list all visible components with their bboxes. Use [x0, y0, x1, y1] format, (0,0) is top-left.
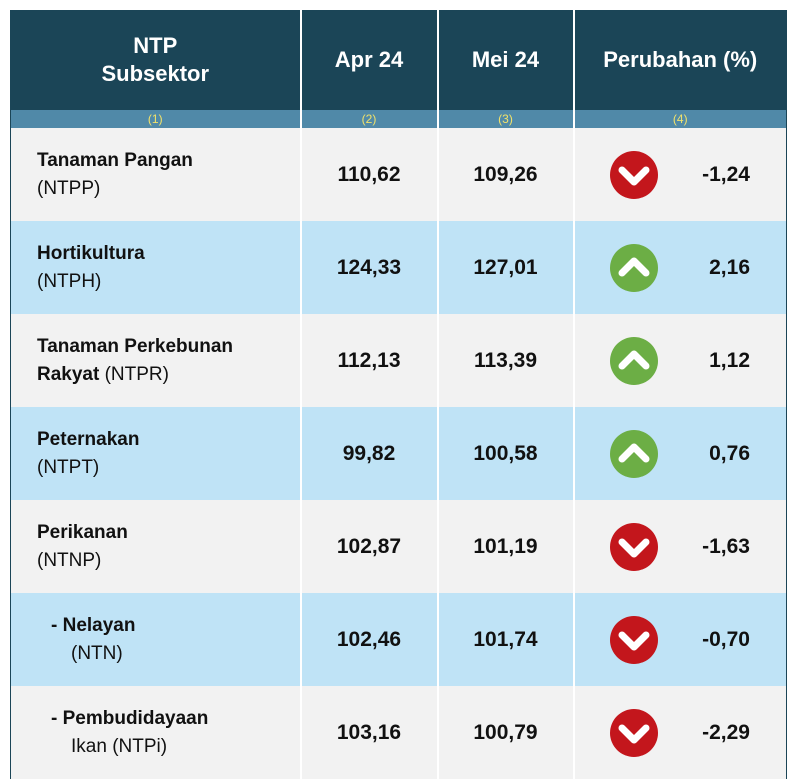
- subsector-name: - Pembudidayaan: [51, 707, 209, 729]
- label-cell: Hortikultura (NTPH): [10, 221, 301, 314]
- data-row: - Pembudidayaan Ikan (NTPi) 103,16 100,79 -2…: [10, 686, 787, 779]
- change-value: 0,76: [709, 442, 750, 465]
- header-row: NTP Subsektor Apr 24 Mei 24 Perubahan (%): [10, 10, 787, 110]
- mei-value: 101,74: [436, 593, 574, 686]
- subsector-name: Peternakan: [37, 428, 140, 450]
- mei-value: 109,26: [436, 128, 574, 221]
- change-value: -1,63: [702, 535, 750, 558]
- subsector-name: Tanaman Perkebunan: [37, 335, 234, 357]
- apr-value: 102,46: [299, 593, 438, 686]
- apr-value: 112,13: [299, 314, 438, 407]
- label-cell: Tanaman Pangan (NTPP): [10, 128, 301, 221]
- subsector-name: Hortikultura: [37, 242, 145, 264]
- up-icon: [609, 337, 658, 385]
- down-icon: [609, 616, 658, 664]
- up-icon: [609, 244, 658, 292]
- apr-value: 102,87: [299, 500, 438, 593]
- change-cell: -0,70: [572, 593, 787, 686]
- subsector-name: - Nelayan: [51, 614, 136, 636]
- subsector-name: Perikanan: [37, 521, 128, 543]
- label-cell: Tanaman Perkebunan Rakyat (NTPR): [10, 314, 301, 407]
- change-cell: 1,12: [572, 314, 787, 407]
- mei-value: 100,79: [436, 686, 574, 779]
- number-row: (1) (2) (3) (4): [10, 110, 787, 128]
- header-line: Subsektor: [101, 61, 210, 86]
- subsector-code: (NTN): [71, 642, 123, 664]
- apr-value: 124,33: [299, 221, 438, 314]
- change-box: 0,76: [575, 407, 787, 500]
- number-cell: (3): [436, 110, 574, 128]
- change-value: -1,24: [702, 163, 750, 186]
- header-line: NTP: [133, 33, 178, 58]
- data-row: Tanaman Perkebunan Rakyat (NTPR) 112,13 113…: [10, 314, 787, 407]
- label-cell: Peternakan (NTPT): [10, 407, 301, 500]
- data-row: - Nelayan (NTN) 102,46 101,74 -0,70: [10, 593, 787, 686]
- label-cell: Perikanan (NTNP): [10, 500, 301, 593]
- header-cell: Perubahan (%): [572, 10, 787, 110]
- change-value: -2,29: [702, 721, 750, 744]
- change-cell: 0,76: [572, 407, 787, 500]
- apr-value: 103,16: [299, 686, 438, 779]
- data-row: Tanaman Pangan (NTPP) 110,62 109,26 -1,24: [10, 128, 787, 221]
- number-cell: (1): [10, 110, 301, 128]
- subsector-name: Rakyat: [37, 363, 100, 385]
- subsector-code: (NTNP): [37, 549, 102, 571]
- change-value: 2,16: [709, 256, 750, 279]
- mei-value: 127,01: [436, 221, 574, 314]
- header-cell: Mei 24: [436, 10, 574, 110]
- number-cell: (4): [572, 110, 787, 128]
- change-box: 2,16: [575, 221, 787, 314]
- down-icon: [609, 523, 658, 571]
- table-body: Tanaman Pangan (NTPP) 110,62 109,26 -1,24 Hor…: [10, 128, 787, 779]
- data-row: Hortikultura (NTPH) 124,33 127,01 2,16: [10, 221, 787, 314]
- subsector-code: Ikan (NTPi): [71, 735, 168, 757]
- mei-value: 113,39: [436, 314, 574, 407]
- apr-value: 110,62: [299, 128, 438, 221]
- change-cell: -2,29: [572, 686, 787, 779]
- change-cell: 2,16: [572, 221, 787, 314]
- mei-value: 101,19: [436, 500, 574, 593]
- change-box: -1,24: [575, 128, 787, 221]
- change-box: 1,12: [575, 314, 787, 407]
- subsector-name: Tanaman Pangan: [37, 149, 193, 171]
- subsector-code: (NTPT): [37, 456, 100, 478]
- label-cell: - Nelayan (NTN): [10, 593, 301, 686]
- change-value: -0,70: [702, 628, 750, 651]
- header-cell: NTP Subsektor: [10, 10, 301, 110]
- table-container: NTP Subsektor Apr 24 Mei 24 Perubahan (%)…: [10, 10, 787, 779]
- subsector-code: (NTPR): [104, 363, 169, 385]
- ntp-table: NTP Subsektor Apr 24 Mei 24 Perubahan (%)…: [10, 10, 787, 779]
- change-box: -2,29: [575, 686, 787, 779]
- data-row: Peternakan (NTPT) 99,82 100,58 0,76: [10, 407, 787, 500]
- change-box: -0,70: [575, 593, 787, 686]
- change-cell: -1,24: [572, 128, 787, 221]
- down-icon: [609, 709, 658, 757]
- subsector-code: (NTPP): [37, 177, 101, 199]
- number-cell: (2): [299, 110, 438, 128]
- change-value: 1,12: [709, 349, 750, 372]
- down-icon: [609, 151, 658, 199]
- label-cell: - Pembudidayaan Ikan (NTPi): [10, 686, 301, 779]
- mei-value: 100,58: [436, 407, 574, 500]
- apr-value: 99,82: [299, 407, 438, 500]
- header-cell: Apr 24: [299, 10, 438, 110]
- up-icon: [609, 430, 658, 478]
- change-box: -1,63: [575, 500, 787, 593]
- subsector-code: (NTPH): [37, 270, 102, 292]
- change-cell: -1,63: [572, 500, 787, 593]
- data-row: Perikanan (NTNP) 102,87 101,19 -1,63: [10, 500, 787, 593]
